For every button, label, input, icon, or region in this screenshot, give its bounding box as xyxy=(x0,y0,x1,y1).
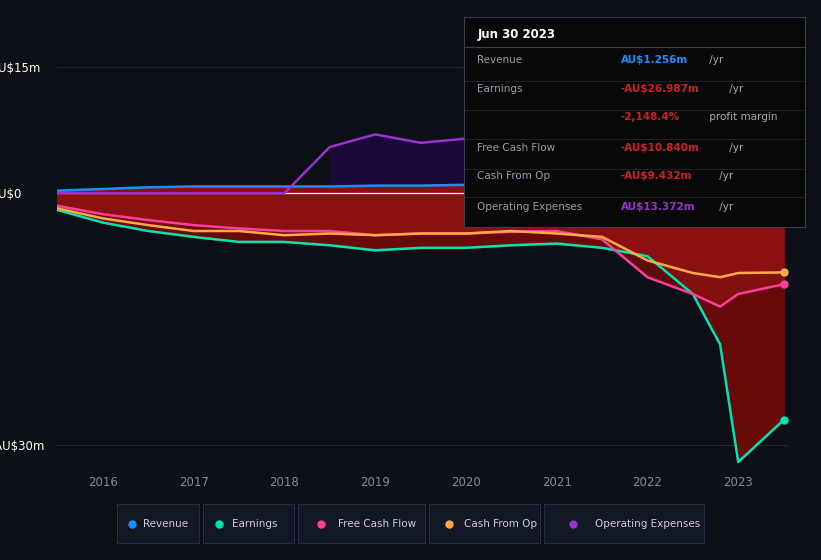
Text: Revenue: Revenue xyxy=(143,519,188,529)
Text: Revenue: Revenue xyxy=(478,55,523,64)
Text: /yr: /yr xyxy=(726,143,743,153)
Text: AU$1.256m: AU$1.256m xyxy=(621,55,688,64)
Text: Cash From Op: Cash From Op xyxy=(478,171,551,181)
Text: Cash From Op: Cash From Op xyxy=(465,519,538,529)
Text: Jun 30 2023: Jun 30 2023 xyxy=(478,29,556,41)
Text: Free Cash Flow: Free Cash Flow xyxy=(338,519,416,529)
Text: Free Cash Flow: Free Cash Flow xyxy=(478,143,556,153)
Text: -AU$9.432m: -AU$9.432m xyxy=(621,171,692,181)
Text: profit margin: profit margin xyxy=(706,113,778,122)
Text: Operating Expenses: Operating Expenses xyxy=(478,202,583,212)
Text: /yr: /yr xyxy=(726,84,743,94)
Text: AU$13.372m: AU$13.372m xyxy=(621,202,695,212)
Text: Earnings: Earnings xyxy=(232,519,277,529)
Text: -AU$10.840m: -AU$10.840m xyxy=(621,143,699,153)
Text: /yr: /yr xyxy=(716,171,733,181)
Text: -2,148.4%: -2,148.4% xyxy=(621,113,680,122)
Text: -AU$26.987m: -AU$26.987m xyxy=(621,84,699,94)
Text: /yr: /yr xyxy=(706,55,723,64)
Text: /yr: /yr xyxy=(716,202,733,212)
Text: Operating Expenses: Operating Expenses xyxy=(595,519,700,529)
Text: Earnings: Earnings xyxy=(478,84,523,94)
